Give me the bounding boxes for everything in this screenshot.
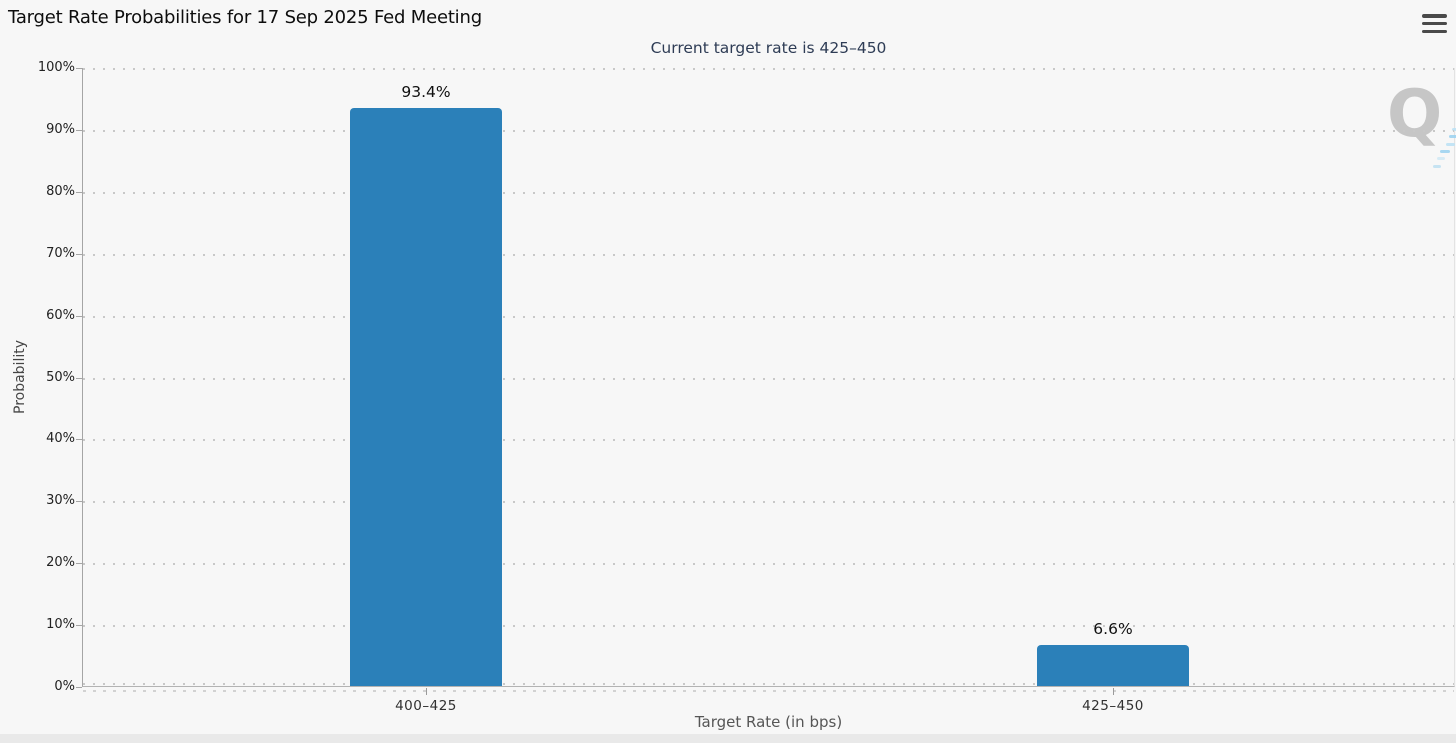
watermark-trail-dash [1452,128,1456,131]
hamburger-menu-icon [1422,14,1447,18]
y-axis-tick-label: 70% [46,246,75,261]
watermark-trail-dash [1440,150,1450,153]
y-axis-tick-mark [76,192,82,193]
plot-area: Q 93.4% 6.6% 400–425 425–450 [82,68,1456,714]
hamburger-menu-icon [1422,29,1447,33]
y-axis-tick-label: 90% [46,122,75,137]
chart-title: Target Rate Probabilities for 17 Sep 202… [8,7,482,28]
y-axis-tick-mark [76,254,82,255]
gridline [83,68,1454,70]
watermark-trail-dash [1433,165,1441,168]
gridline [83,563,1454,565]
gridline [83,254,1454,256]
y-axis-tick-mark [76,378,82,379]
gridline [83,439,1454,441]
y-axis-tick-mark [76,625,82,626]
quikstrike-q-logo-icon: Q [1387,77,1443,152]
y-axis-tick-mark [76,130,82,131]
y-axis-tick-mark [76,687,82,688]
y-axis-tick-label: 80% [46,184,75,199]
gridline [83,130,1454,132]
y-axis-tick-mark [76,316,82,317]
y-axis-tick-label: 10% [46,617,75,632]
y-axis-tick-mark [76,439,82,440]
x-axis-title: Target Rate (in bps) [694,713,843,731]
x-axis-tick-mark [1113,688,1114,695]
y-axis-tick-mark [76,68,82,69]
x-axis-category-label: 425–450 [1082,698,1144,714]
y-axis-tick-label: 40% [46,431,75,446]
quikstrike-watermark: Q [1353,68,1456,198]
y-axis-tick-labels: 100% 90% 80% 70% 60% 50% 40% 30% 20% 10% 0% [0,60,75,694]
y-axis-tick-label: 60% [46,308,75,323]
y-axis-tick-label: 30% [46,493,75,508]
bar-value-label: 93.4% [401,83,451,101]
bar-value-label: 6.6% [1093,620,1133,638]
chart-subtitle: Current target rate is 425–450 [650,39,887,57]
gridline [83,378,1454,380]
x-axis-tick-mark [426,688,427,695]
hamburger-menu-button[interactable] [1422,14,1447,33]
y-axis-tick-mark [76,501,82,502]
gridline [83,501,1454,503]
x-axis-minor-ticks [83,690,1454,692]
gridline [83,192,1454,194]
y-axis-tick-label: 50% [46,370,75,385]
gridline [83,316,1454,318]
gridline [83,683,1454,685]
bar-400–425[interactable] [350,108,502,686]
watermark-trail-dash [1446,143,1455,146]
y-axis-tick-label: 0% [54,679,75,694]
y-axis-tick-label: 20% [46,555,75,570]
y-axis-tick-mark [76,563,82,564]
footer-strip [0,734,1456,743]
x-axis-category-label: 400–425 [395,698,457,714]
gridline [83,625,1454,627]
watermark-trail-dash [1449,135,1456,138]
watermark-trail-dash [1437,157,1445,160]
hamburger-menu-icon [1422,21,1447,26]
y-axis-tick-label: 100% [37,60,75,75]
y-axis-tick-marks [76,68,82,688]
bar-425–450[interactable] [1037,645,1189,686]
